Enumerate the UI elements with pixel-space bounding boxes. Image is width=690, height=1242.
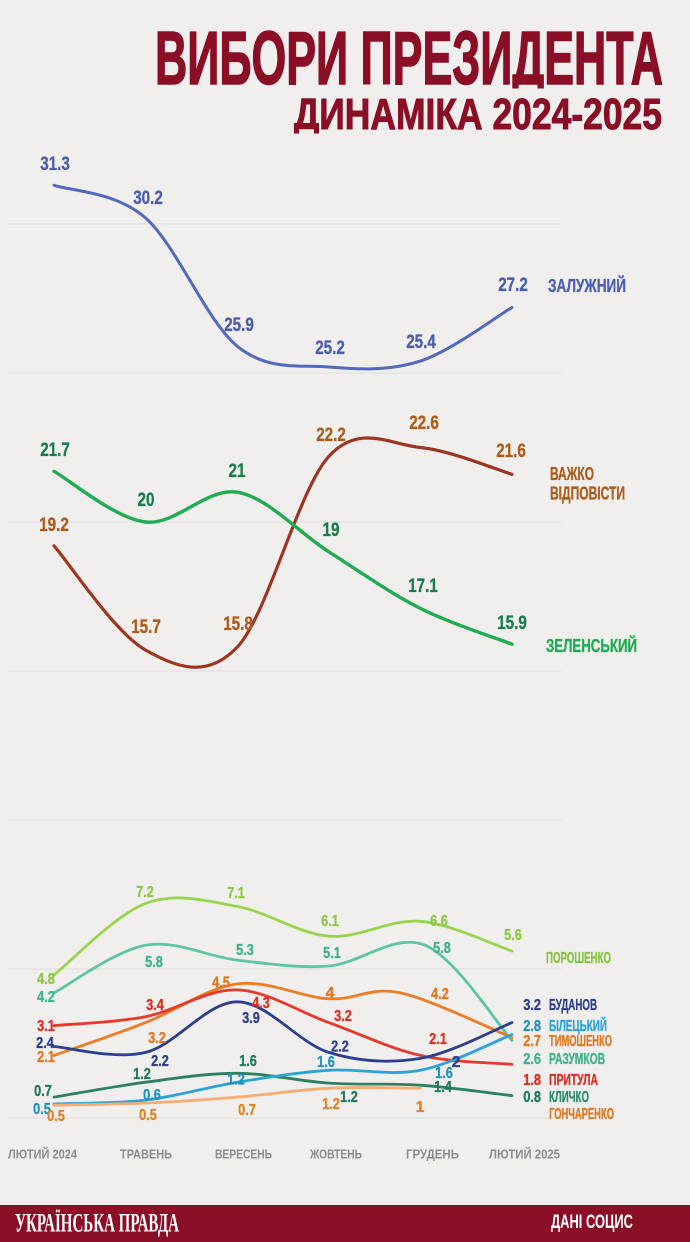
svg-text:2.2: 2.2 bbox=[331, 1039, 349, 1056]
svg-text:1: 1 bbox=[416, 1099, 425, 1116]
svg-text:27.2: 27.2 bbox=[498, 275, 528, 296]
svg-text:3.2: 3.2 bbox=[148, 1030, 166, 1047]
svg-text:1.6: 1.6 bbox=[435, 1065, 453, 1082]
svg-text:15.8: 15.8 bbox=[223, 614, 253, 635]
svg-text:5.8: 5.8 bbox=[433, 940, 451, 957]
svg-text:3.2: 3.2 bbox=[523, 997, 541, 1014]
svg-text:РАЗУМКОВ: РАЗУМКОВ bbox=[549, 1051, 605, 1068]
svg-text:3.4: 3.4 bbox=[146, 997, 164, 1014]
svg-text:1.8: 1.8 bbox=[523, 1072, 541, 1089]
svg-text:2: 2 bbox=[452, 1054, 461, 1071]
svg-text:2.1: 2.1 bbox=[37, 1049, 55, 1066]
svg-text:0.5: 0.5 bbox=[139, 1107, 157, 1124]
svg-text:3.9: 3.9 bbox=[242, 1010, 260, 1027]
svg-text:0.8: 0.8 bbox=[523, 1089, 541, 1106]
svg-text:21.6: 21.6 bbox=[496, 441, 526, 462]
svg-text:21: 21 bbox=[229, 461, 246, 482]
svg-text:2.8: 2.8 bbox=[523, 1018, 541, 1035]
svg-text:ВАЖКО: ВАЖКО bbox=[550, 464, 594, 484]
svg-text:4.2: 4.2 bbox=[431, 986, 449, 1003]
svg-text:4.8: 4.8 bbox=[37, 971, 55, 988]
svg-text:5.6: 5.6 bbox=[504, 927, 522, 944]
svg-text:2.4: 2.4 bbox=[36, 1035, 54, 1052]
svg-text:15.9: 15.9 bbox=[497, 613, 527, 634]
svg-text:6.1: 6.1 bbox=[321, 913, 339, 930]
svg-text:4.2: 4.2 bbox=[37, 989, 55, 1006]
svg-text:19: 19 bbox=[323, 520, 340, 541]
svg-text:0.5: 0.5 bbox=[33, 1101, 51, 1118]
svg-text:ДАНІ СОЦИС: ДАНІ СОЦИС bbox=[551, 1212, 633, 1233]
svg-text:ЗЕЛЕНСЬКИЙ: ЗЕЛЕНСЬКИЙ bbox=[546, 635, 637, 656]
svg-text:7.2: 7.2 bbox=[136, 884, 154, 901]
svg-text:ТИМОШЕНКО: ТИМОШЕНКО bbox=[549, 1033, 612, 1050]
svg-text:17.1: 17.1 bbox=[408, 576, 438, 597]
svg-text:ВІДПОВІСТИ: ВІДПОВІСТИ bbox=[550, 484, 625, 504]
svg-text:1.2: 1.2 bbox=[322, 1096, 340, 1113]
svg-text:2.7: 2.7 bbox=[523, 1033, 541, 1050]
svg-text:ЗАЛУЖНИЙ: ЗАЛУЖНИЙ bbox=[548, 275, 626, 296]
svg-text:20: 20 bbox=[138, 490, 155, 511]
svg-text:3.2: 3.2 bbox=[334, 1008, 352, 1025]
svg-text:0.7: 0.7 bbox=[238, 1102, 256, 1119]
svg-text:0.5: 0.5 bbox=[47, 1108, 65, 1125]
svg-text:ЖОВТЕНЬ: ЖОВТЕНЬ bbox=[309, 1147, 362, 1162]
svg-text:ЛЮТИЙ 2024: ЛЮТИЙ 2024 bbox=[8, 1147, 78, 1162]
svg-text:6.6: 6.6 bbox=[430, 913, 448, 930]
svg-text:УКРАЇНСЬКА ПРАВДА: УКРАЇНСЬКА ПРАВДА bbox=[15, 1209, 179, 1238]
svg-text:5.1: 5.1 bbox=[323, 945, 341, 962]
svg-text:ВИБОРИ ПРЕЗИДЕНТА: ВИБОРИ ПРЕЗИДЕНТА bbox=[155, 16, 663, 100]
svg-text:5.3: 5.3 bbox=[236, 942, 254, 959]
svg-text:3.1: 3.1 bbox=[37, 1018, 55, 1035]
svg-text:5.8: 5.8 bbox=[145, 954, 163, 971]
svg-text:2.1: 2.1 bbox=[429, 1031, 447, 1048]
svg-text:ГРУДЕНЬ: ГРУДЕНЬ bbox=[406, 1147, 459, 1162]
svg-text:0.6: 0.6 bbox=[143, 1087, 161, 1104]
svg-text:1.4: 1.4 bbox=[434, 1079, 452, 1096]
svg-text:4: 4 bbox=[326, 985, 335, 1002]
svg-text:ДИНАМІКА 2024-2025: ДИНАМІКА 2024-2025 bbox=[294, 90, 662, 139]
svg-text:ВЕРЕСЕНЬ: ВЕРЕСЕНЬ bbox=[215, 1147, 272, 1162]
svg-text:4.5: 4.5 bbox=[212, 975, 230, 992]
svg-text:2.6: 2.6 bbox=[523, 1051, 541, 1068]
svg-text:1.2: 1.2 bbox=[340, 1089, 358, 1106]
svg-text:ТРАВЕНЬ: ТРАВЕНЬ bbox=[120, 1147, 172, 1162]
svg-text:22.6: 22.6 bbox=[409, 413, 439, 434]
svg-text:БУДАНОВ: БУДАНОВ bbox=[549, 997, 597, 1014]
svg-text:25.4: 25.4 bbox=[406, 332, 436, 353]
svg-text:25.9: 25.9 bbox=[224, 315, 254, 336]
svg-text:ПОРОШЕНКО: ПОРОШЕНКО bbox=[546, 950, 611, 967]
svg-text:25.2: 25.2 bbox=[315, 338, 345, 359]
svg-text:4.3: 4.3 bbox=[252, 995, 270, 1012]
svg-text:19.2: 19.2 bbox=[39, 515, 69, 536]
svg-text:ГОНЧАРЕНКО: ГОНЧАРЕНКО bbox=[549, 1106, 614, 1123]
svg-text:1.2: 1.2 bbox=[133, 1066, 151, 1083]
svg-text:1.6: 1.6 bbox=[317, 1054, 335, 1071]
svg-text:22.2: 22.2 bbox=[316, 425, 346, 446]
svg-text:2.2: 2.2 bbox=[151, 1053, 169, 1070]
svg-text:31.3: 31.3 bbox=[40, 154, 70, 175]
svg-text:1.6: 1.6 bbox=[239, 1053, 257, 1070]
svg-text:БІЛЕЦЬКИЙ: БІЛЕЦЬКИЙ bbox=[549, 1016, 607, 1035]
svg-text:15.7: 15.7 bbox=[131, 617, 161, 638]
svg-text:КЛИЧКО: КЛИЧКО bbox=[549, 1089, 589, 1106]
svg-text:30.2: 30.2 bbox=[133, 188, 163, 209]
svg-text:ПРИТУЛА: ПРИТУЛА bbox=[549, 1072, 598, 1089]
svg-text:ЛЮТИЙ 2025: ЛЮТИЙ 2025 bbox=[489, 1147, 560, 1162]
svg-text:1.2: 1.2 bbox=[227, 1072, 245, 1089]
svg-text:21.7: 21.7 bbox=[40, 440, 70, 461]
svg-text:7.1: 7.1 bbox=[227, 885, 245, 902]
svg-text:0.7: 0.7 bbox=[34, 1083, 52, 1100]
